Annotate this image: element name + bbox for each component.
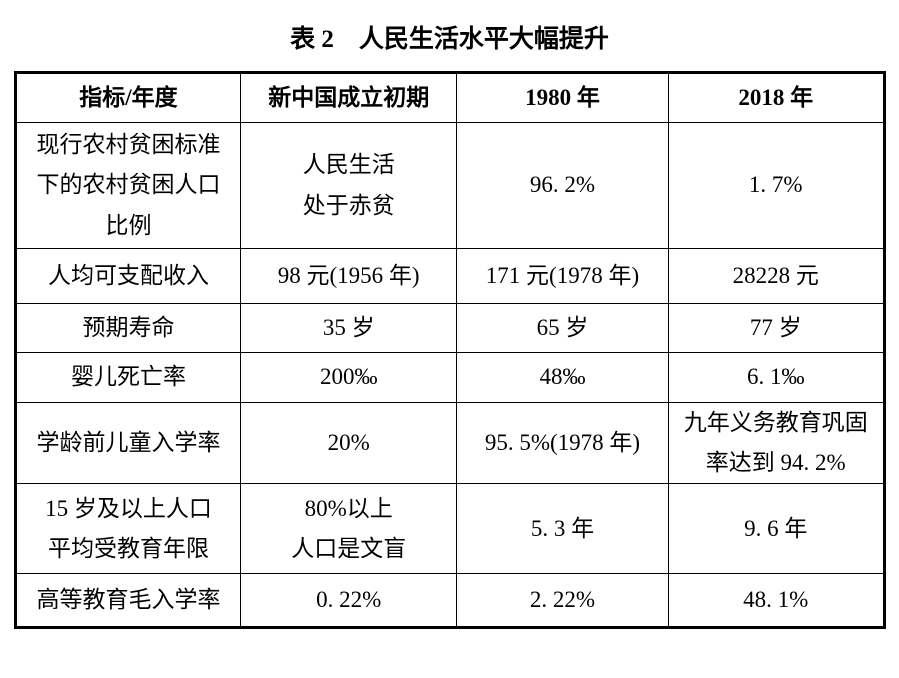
table-cell: 高等教育毛入学率	[14, 573, 242, 629]
row-infant-mortality: 婴儿死亡率 200‰ 48‰ 6. 1‰	[14, 352, 885, 403]
row-rural-poverty: 现行农村贫困标准 下的农村贫困人口 比例 人民生活 处于赤贫 96. 2% 1.…	[14, 122, 885, 249]
table-header-row: 指标/年度 新中国成立初期 1980 年 2018 年	[14, 72, 885, 123]
column-header-1980: 1980 年	[455, 72, 669, 123]
column-header-indicator: 指标/年度	[14, 72, 242, 123]
table-cell: 学龄前儿童入学率	[14, 401, 242, 485]
table-cell: 48‰	[455, 352, 669, 403]
table-cell: 96. 2%	[455, 122, 669, 249]
table-cell: 20%	[240, 401, 457, 485]
table-cell: 77 岁	[667, 303, 885, 353]
table-cell: 5. 3 年	[455, 483, 669, 575]
row-preschool-enrollment: 学龄前儿童入学率 20% 95. 5%(1978 年) 九年义务教育巩固 率达到…	[14, 401, 885, 485]
table-cell: 200‰	[240, 352, 457, 403]
table-cell: 80%以上 人口是文盲	[240, 483, 457, 575]
row-schooling-years: 15 岁及以上人口 平均受教育年限 80%以上 人口是文盲 5. 3 年 9. …	[14, 483, 885, 575]
table-cell: 171 元(1978 年)	[455, 248, 669, 304]
table-cell: 98 元(1956 年)	[240, 248, 457, 304]
table-cell: 9. 6 年	[667, 483, 885, 575]
table-cell: 婴儿死亡率	[14, 352, 242, 403]
table-cell: 28228 元	[667, 248, 885, 304]
table-cell: 95. 5%(1978 年)	[455, 401, 669, 485]
table-cell: 2. 22%	[455, 573, 669, 629]
table-cell: 现行农村贫困标准 下的农村贫困人口 比例	[14, 122, 242, 249]
table-cell: 1. 7%	[667, 122, 885, 249]
table-caption: 表 2 人民生活水平大幅提升	[290, 26, 609, 53]
column-header-2018: 2018 年	[667, 72, 885, 123]
table-cell: 预期寿命	[14, 303, 242, 353]
row-life-expectancy: 预期寿命 35 岁 65 岁 77 岁	[14, 303, 885, 353]
table-cell: 65 岁	[455, 303, 669, 353]
table-cell: 15 岁及以上人口 平均受教育年限	[14, 483, 242, 575]
table-cell: 35 岁	[240, 303, 457, 353]
table-cell: 人民生活 处于赤贫	[240, 122, 457, 249]
column-header-early-prc: 新中国成立初期	[240, 72, 457, 123]
table-cell: 人均可支配收入	[14, 248, 242, 304]
table-cell: 九年义务教育巩固 率达到 94. 2%	[667, 401, 885, 485]
row-disposable-income: 人均可支配收入 98 元(1956 年) 171 元(1978 年) 28228…	[14, 248, 885, 304]
table-cell: 0. 22%	[240, 573, 457, 629]
table-cell: 6. 1‰	[667, 352, 885, 403]
living-standards-table: 指标/年度 新中国成立初期 1980 年 2018 年 现行农村贫困标准 下的农…	[13, 71, 886, 630]
row-higher-education: 高等教育毛入学率 0. 22% 2. 22% 48. 1%	[14, 573, 885, 629]
table-cell: 48. 1%	[667, 573, 885, 629]
